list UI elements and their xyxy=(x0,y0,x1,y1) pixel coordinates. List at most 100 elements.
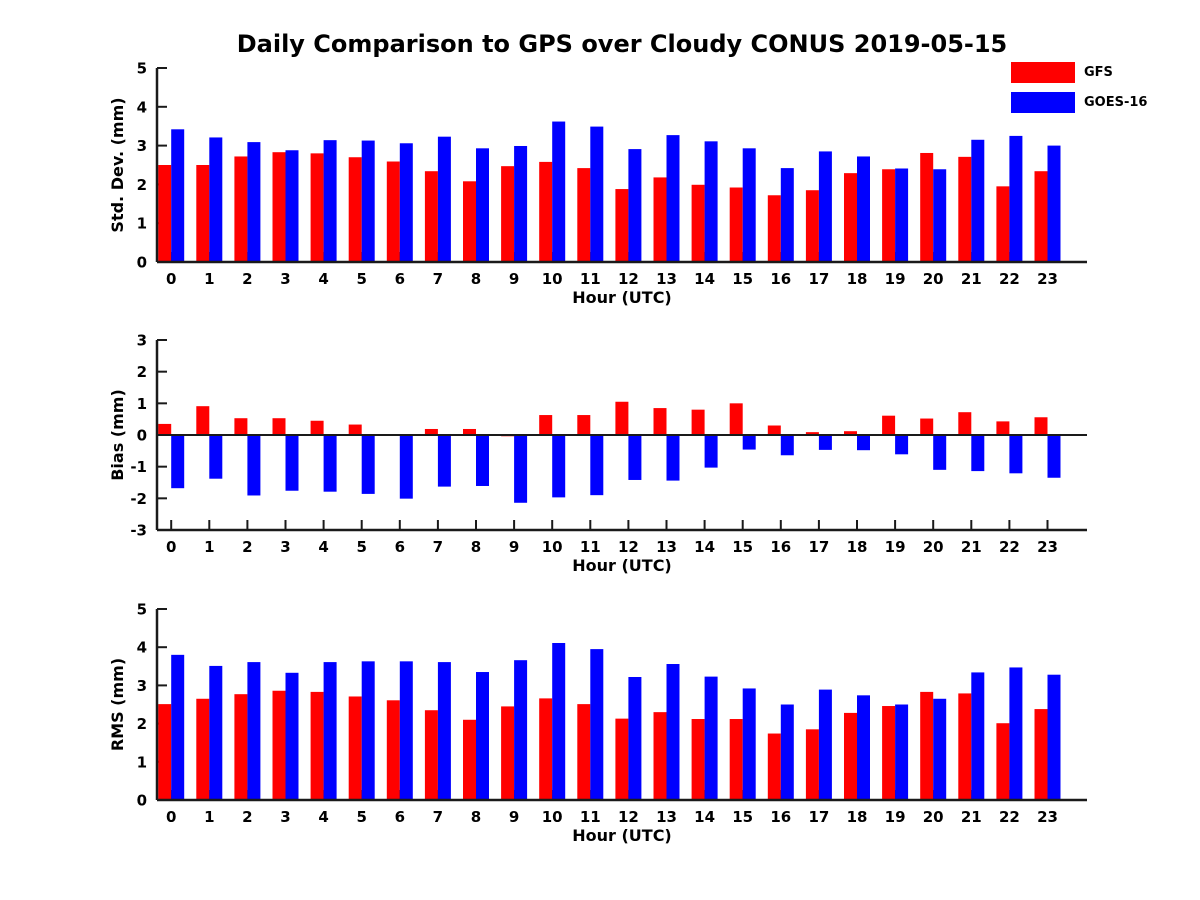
x-tick-label: 13 xyxy=(656,538,677,556)
x-tick-label: 14 xyxy=(694,270,715,288)
bar-gfs-hour-19 xyxy=(882,706,896,800)
x-tick-label: 5 xyxy=(356,808,366,826)
bar-gfs-hour-9 xyxy=(501,166,515,262)
y-tick-label: -2 xyxy=(130,490,147,508)
bar-gfs-hour-2 xyxy=(234,694,248,800)
x-tick-label: 9 xyxy=(509,808,519,826)
bar-goes16-hour-5 xyxy=(361,661,375,800)
x-tick-label: 11 xyxy=(580,808,601,826)
y-axis-label: Std. Dev. (mm) xyxy=(108,97,127,232)
x-tick-label: 20 xyxy=(923,538,944,556)
bar-goes16-hour-12 xyxy=(628,435,642,480)
x-tick-label: 15 xyxy=(732,538,753,556)
x-tick-label: 23 xyxy=(1037,270,1058,288)
bar-goes16-hour-7 xyxy=(437,662,451,800)
y-tick-label: -3 xyxy=(130,522,147,540)
bar-goes16-hour-11 xyxy=(590,435,604,496)
y-tick-label: 1 xyxy=(137,753,147,771)
bar-goes16-hour-6 xyxy=(399,143,413,262)
bar-goes16-hour-19 xyxy=(895,704,909,800)
x-tick-label: 18 xyxy=(847,808,868,826)
bar-goes16-hour-21 xyxy=(971,435,985,472)
x-tick-label: 17 xyxy=(808,538,829,556)
bar-gfs-hour-4 xyxy=(310,420,324,435)
x-tick-label: 17 xyxy=(808,270,829,288)
bar-gfs-hour-10 xyxy=(539,415,553,435)
bar-gfs-hour-20 xyxy=(920,691,934,800)
x-tick-label: 16 xyxy=(770,538,791,556)
bar-gfs-hour-11 xyxy=(577,415,591,435)
bar-goes16-hour-19 xyxy=(895,168,909,262)
bar-goes16-hour-11 xyxy=(590,126,604,262)
bar-goes16-hour-20 xyxy=(933,698,947,800)
y-tick-label: 2 xyxy=(137,363,147,381)
bar-gfs-hour-17 xyxy=(805,729,819,800)
bar-goes16-hour-3 xyxy=(285,150,299,262)
bar-gfs-hour-22 xyxy=(996,723,1010,800)
bar-goes16-hour-18 xyxy=(857,435,870,451)
bar-gfs-hour-4 xyxy=(310,153,324,262)
bar-goes16-hour-3 xyxy=(285,672,299,800)
bar-gfs-hour-12 xyxy=(615,189,629,262)
bar-goes16-hour-23 xyxy=(1047,145,1061,262)
x-tick-label: 16 xyxy=(770,270,791,288)
x-tick-label: 4 xyxy=(318,538,328,556)
bar-gfs-hour-1 xyxy=(196,406,210,435)
x-tick-label: 4 xyxy=(318,270,328,288)
bar-goes16-hour-14 xyxy=(704,141,718,262)
bar-goes16-hour-1 xyxy=(209,435,223,479)
x-tick-label: 20 xyxy=(923,808,944,826)
x-tick-label: 2 xyxy=(242,538,252,556)
bar-gfs-hour-16 xyxy=(767,425,781,435)
bar-goes16-hour-3 xyxy=(285,435,299,491)
x-tick-label: 12 xyxy=(618,538,639,556)
bar-gfs-hour-17 xyxy=(805,190,819,262)
bar-gfs-hour-20 xyxy=(920,152,934,262)
x-tick-label: 2 xyxy=(242,270,252,288)
bar-goes16-hour-4 xyxy=(323,435,337,492)
x-tick-label: 10 xyxy=(542,270,563,288)
x-tick-label: 19 xyxy=(885,808,906,826)
x-tick-label: 6 xyxy=(395,538,405,556)
bar-goes16-hour-6 xyxy=(399,661,413,800)
bar-gfs-hour-8 xyxy=(463,181,476,262)
bar-goes16-hour-13 xyxy=(666,435,680,481)
legend-swatch-goes16 xyxy=(1011,92,1075,113)
bar-gfs-hour-14 xyxy=(691,409,705,435)
bar-goes16-hour-5 xyxy=(361,435,375,494)
x-tick-label: 15 xyxy=(732,270,753,288)
bar-goes16-hour-21 xyxy=(971,139,985,262)
bar-gfs-hour-12 xyxy=(615,401,629,435)
bar-goes16-hour-4 xyxy=(323,662,337,800)
bar-goes16-hour-10 xyxy=(552,642,566,800)
bar-gfs-hour-0 xyxy=(158,423,172,435)
bar-gfs-hour-14 xyxy=(691,184,705,262)
bar-gfs-hour-0 xyxy=(158,165,172,262)
bar-gfs-hour-21 xyxy=(958,156,972,262)
bar-gfs-hour-21 xyxy=(958,693,972,800)
bar-gfs-hour-14 xyxy=(691,719,705,800)
x-tick-label: 21 xyxy=(961,808,982,826)
bar-goes16-hour-4 xyxy=(323,140,337,262)
x-tick-label: 22 xyxy=(999,538,1020,556)
y-axis-label: Bias (mm) xyxy=(108,389,127,481)
bar-gfs-hour-1 xyxy=(196,165,210,262)
y-axis-label: RMS (mm) xyxy=(108,658,127,751)
bar-goes16-hour-17 xyxy=(818,689,832,800)
x-tick-label: 22 xyxy=(999,270,1020,288)
y-tick-label: 4 xyxy=(137,98,147,116)
x-tick-label: 12 xyxy=(618,270,639,288)
x-tick-label: 11 xyxy=(580,538,601,556)
x-tick-label: 10 xyxy=(542,538,563,556)
bar-gfs-hour-19 xyxy=(882,415,896,435)
bar-gfs-hour-12 xyxy=(615,718,629,800)
bar-gfs-hour-23 xyxy=(1034,171,1048,262)
bar-gfs-hour-19 xyxy=(882,169,896,262)
bar-gfs-hour-11 xyxy=(577,168,591,262)
chart-title: Daily Comparison to GPS over Cloudy CONU… xyxy=(236,30,1008,58)
bar-goes16-hour-0 xyxy=(171,129,185,262)
bar-goes16-hour-2 xyxy=(247,435,261,496)
bar-goes16-hour-7 xyxy=(437,136,451,262)
